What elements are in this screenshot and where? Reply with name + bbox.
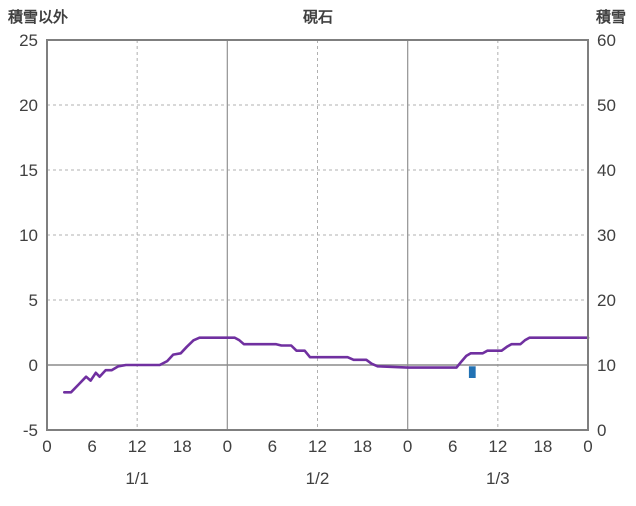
svg-text:50: 50 <box>597 96 616 115</box>
svg-text:6: 6 <box>87 437 96 456</box>
svg-text:12: 12 <box>488 437 507 456</box>
svg-text:15: 15 <box>19 161 38 180</box>
svg-text:0: 0 <box>42 437 51 456</box>
svg-text:1/3: 1/3 <box>486 469 510 488</box>
svg-text:12: 12 <box>308 437 327 456</box>
svg-text:0: 0 <box>29 356 38 375</box>
svg-text:18: 18 <box>533 437 552 456</box>
left-axis-title: 積雪以外 <box>8 9 69 26</box>
svg-text:6: 6 <box>448 437 457 456</box>
svg-text:20: 20 <box>19 96 38 115</box>
svg-text:1/2: 1/2 <box>306 469 330 488</box>
svg-text:0: 0 <box>403 437 412 456</box>
svg-text:18: 18 <box>173 437 192 456</box>
svg-text:18: 18 <box>353 437 372 456</box>
svg-text:60: 60 <box>597 31 616 50</box>
svg-text:5: 5 <box>29 291 38 310</box>
svg-text:25: 25 <box>19 31 38 50</box>
svg-text:-5: -5 <box>23 421 38 440</box>
svg-text:10: 10 <box>19 226 38 245</box>
svg-text:1/1: 1/1 <box>125 469 149 488</box>
svg-text:30: 30 <box>597 226 616 245</box>
svg-text:20: 20 <box>597 291 616 310</box>
svg-text:40: 40 <box>597 161 616 180</box>
svg-text:6: 6 <box>268 437 277 456</box>
svg-text:0: 0 <box>583 437 592 456</box>
svg-text:12: 12 <box>128 437 147 456</box>
right-axis-title: 積雪 <box>595 9 626 26</box>
chart-title: 硯石 <box>302 9 334 26</box>
svg-text:10: 10 <box>597 356 616 375</box>
svg-text:0: 0 <box>597 421 606 440</box>
svg-text:0: 0 <box>223 437 232 456</box>
